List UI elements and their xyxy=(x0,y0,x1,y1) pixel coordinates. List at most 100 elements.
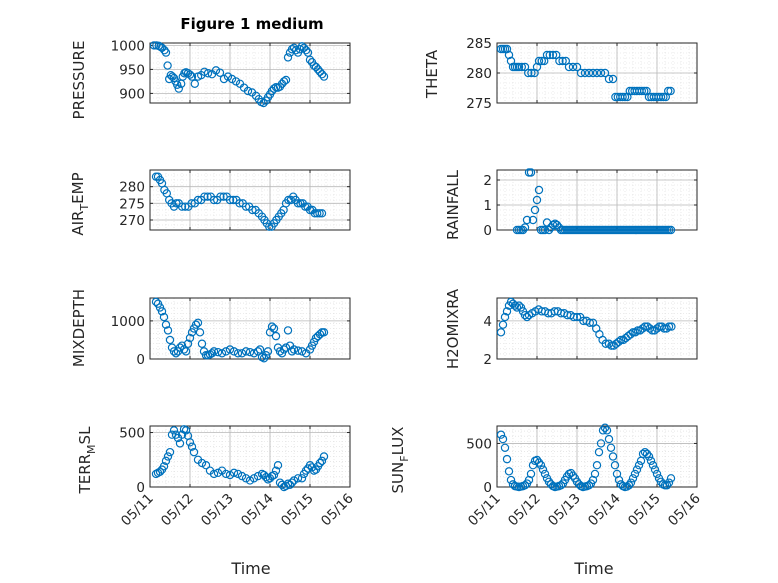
ytick-label: 1000 xyxy=(111,38,145,54)
data-point xyxy=(644,452,654,461)
panel-theta: 275 280 285 xyxy=(466,36,698,112)
panel-mixdepth: 0 1000 xyxy=(111,297,351,368)
panel-sun-flux: 0 500 05/11 05/12 05/13 05/14 05/15 05/16 xyxy=(465,423,704,530)
data-point xyxy=(610,461,620,470)
data-point xyxy=(502,44,512,54)
xtick-label: 05/13 xyxy=(198,491,237,530)
data-point xyxy=(197,458,207,468)
data-point xyxy=(607,341,616,350)
data-point xyxy=(151,297,161,307)
data-point xyxy=(281,75,291,85)
ytick-label: 275 xyxy=(119,196,145,212)
data-point xyxy=(652,469,662,479)
data-point xyxy=(169,426,179,435)
data-point xyxy=(526,469,536,479)
data-point xyxy=(297,474,307,483)
data-point xyxy=(245,347,255,357)
data-point xyxy=(185,70,195,79)
data-point xyxy=(175,439,185,448)
data-point xyxy=(540,469,550,479)
data-point xyxy=(514,301,524,310)
data-point xyxy=(664,322,674,331)
ytick-label: 0 xyxy=(483,223,492,239)
data-point xyxy=(193,195,203,205)
data-point xyxy=(606,443,616,452)
data-point xyxy=(640,86,649,96)
ytick-label: 2 xyxy=(483,352,492,368)
data-point xyxy=(317,69,327,79)
data-point xyxy=(213,347,223,357)
data-point xyxy=(315,209,324,218)
ytick-label: 1 xyxy=(483,198,492,214)
data-point xyxy=(600,423,610,432)
data-point xyxy=(319,72,329,81)
data-point xyxy=(271,466,281,475)
data-point xyxy=(500,312,510,322)
data-point xyxy=(534,56,544,66)
data-point xyxy=(632,465,642,474)
data-point xyxy=(532,62,542,72)
data-point xyxy=(616,335,626,345)
data-point xyxy=(255,345,265,354)
data-point xyxy=(235,199,244,208)
data-point xyxy=(279,345,289,354)
data-point xyxy=(601,339,611,348)
data-point xyxy=(666,474,676,483)
data-point xyxy=(225,195,235,205)
data-point xyxy=(626,478,636,487)
data-point xyxy=(241,202,251,211)
data-point xyxy=(216,192,225,201)
data-point xyxy=(542,50,552,60)
data-point xyxy=(159,462,169,471)
data-point xyxy=(237,349,247,358)
ytick-label: 280 xyxy=(119,180,145,196)
data-point xyxy=(518,225,528,235)
data-point xyxy=(620,92,630,102)
data-point xyxy=(233,469,243,479)
data-point xyxy=(305,461,315,470)
ylabel-terr-msl: TERRMSL xyxy=(76,426,98,495)
data-point xyxy=(233,349,243,358)
data-point xyxy=(656,92,666,102)
data-point xyxy=(500,443,510,452)
data-point xyxy=(584,68,594,78)
data-point xyxy=(221,469,231,479)
xtick-label: 05/15 xyxy=(625,491,664,530)
data-point xyxy=(185,438,195,447)
data-point xyxy=(189,447,199,457)
data-point xyxy=(568,471,578,480)
data-point xyxy=(626,330,635,339)
data-point xyxy=(197,339,207,348)
data-point xyxy=(594,447,604,457)
axes-box xyxy=(496,297,698,360)
data-point xyxy=(504,467,514,476)
ylabel-rainfall: RAINFALL xyxy=(444,169,462,240)
data-point xyxy=(502,307,512,316)
data-point xyxy=(180,202,190,211)
data-point xyxy=(185,333,195,343)
data-point xyxy=(174,84,183,93)
data-point xyxy=(555,56,564,66)
data-point xyxy=(161,320,171,329)
data-point xyxy=(592,68,602,78)
data-point xyxy=(598,426,608,435)
data-point xyxy=(618,92,627,102)
data-point xyxy=(506,56,516,66)
data-point xyxy=(271,331,281,341)
data-point xyxy=(498,320,508,329)
data-point xyxy=(273,461,283,470)
ytick-label: 1000 xyxy=(111,314,145,330)
data-point xyxy=(313,209,322,218)
data-point xyxy=(667,322,676,331)
ytick-label: 0 xyxy=(483,480,492,496)
data-point xyxy=(179,345,189,354)
data-point xyxy=(203,192,212,201)
data-point xyxy=(556,481,566,490)
ylabel-air-temp: AIRTEMP xyxy=(69,172,91,235)
data-point xyxy=(502,454,512,464)
data-point xyxy=(662,324,671,333)
xtick-label: 05/14 xyxy=(585,491,624,530)
data-point xyxy=(666,86,675,96)
data-point xyxy=(249,349,259,358)
